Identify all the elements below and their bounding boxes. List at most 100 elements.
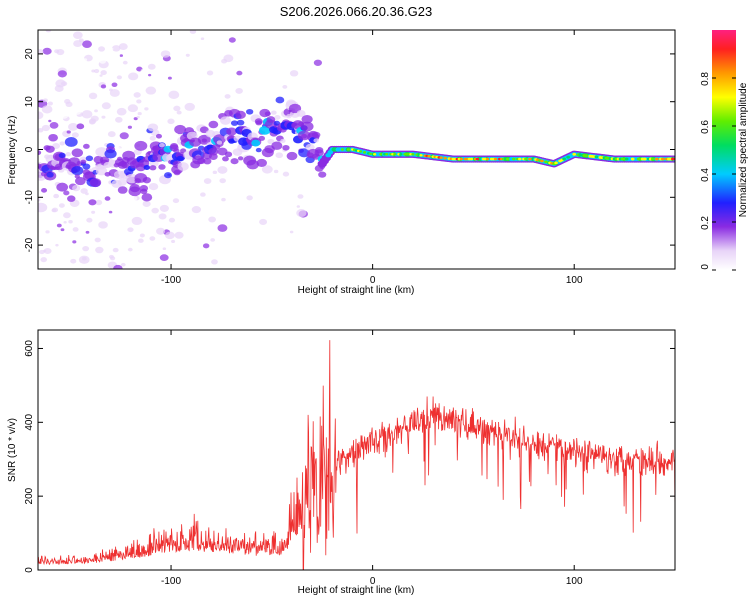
spectrogram-cell	[256, 158, 267, 167]
spectrogram-noise-cell	[122, 60, 128, 65]
spectrogram-xtick-label: 0	[370, 275, 376, 286]
spectrogram-noise-cell	[51, 208, 57, 213]
spectrogram-noise-cell	[85, 230, 90, 234]
spectrogram-xtick-label: -100	[161, 275, 181, 286]
spectrogram-noise-cell	[57, 70, 68, 78]
spectrogram-noise-cell	[166, 98, 175, 105]
spectrogram-noise-cell	[211, 259, 218, 265]
spectrogram-noise-cell	[289, 70, 299, 77]
spectrogram-noise-cell	[41, 124, 51, 132]
spectrogram-cell	[201, 138, 207, 143]
snr-ytick-label: 600	[24, 340, 35, 357]
spectrogram-ridge-core	[511, 157, 516, 161]
spectrogram-noise-cell	[158, 213, 167, 220]
snr-xtick-label: 100	[566, 576, 583, 587]
spectrogram-ytick-label: 10	[24, 96, 35, 108]
snr-xlabel: Height of straight line (km)	[298, 585, 415, 596]
spectrogram-noise-cell	[89, 118, 97, 124]
spectrogram-cell	[226, 127, 237, 136]
spectrogram-noise-cell	[66, 130, 71, 134]
spectrogram-ridge-core	[660, 157, 665, 161]
spectrogram-cell	[53, 193, 60, 199]
spectrogram-noise-cell	[144, 107, 149, 111]
spectrogram-cell	[208, 147, 219, 156]
snr-panel: -100 0 100 0 200 400 600 Height of straight li…	[7, 329, 676, 596]
spectrogram-cell	[216, 140, 223, 145]
spectrogram-noise-cell	[127, 247, 133, 252]
spectrogram-cell	[48, 133, 58, 142]
spectrogram-cell	[170, 142, 179, 150]
spectrogram-ridge-core	[642, 157, 647, 161]
spectrogram-noise-cell	[228, 37, 236, 43]
spectrogram-noise-cell	[236, 70, 243, 76]
spectrogram-noise-cell	[149, 236, 156, 241]
spectrogram-cell	[64, 136, 78, 147]
spectrogram-noise-cell	[127, 104, 138, 113]
spectrogram-ridge-core	[385, 153, 389, 156]
spectrogram-cell	[261, 147, 274, 158]
spectrogram-noise-cell	[167, 118, 175, 125]
spectrogram-noise-cell	[95, 246, 104, 254]
spectrogram-cell	[164, 172, 173, 179]
spectrogram-cell	[230, 120, 239, 126]
spectrogram-noise-cell	[38, 84, 46, 91]
spectrogram-cell	[176, 155, 184, 161]
colorbar-tick-label: 0.4	[700, 168, 711, 182]
spectrogram-ridge-core	[505, 157, 510, 161]
spectrogram-cell	[85, 155, 94, 162]
spectrogram-cell	[251, 139, 261, 147]
spectrogram-noise-cell	[100, 84, 107, 89]
spectrogram-noise-cell	[55, 79, 66, 88]
spectrogram-cell	[38, 202, 48, 213]
spectrogram-cell	[217, 147, 228, 156]
spectrogram-noise-cell	[133, 117, 138, 121]
snr-ylabel: SNR (10 * v/v)	[7, 418, 18, 482]
spectrogram-noise-cell	[60, 228, 65, 232]
spectrogram-ridge-core	[459, 157, 464, 161]
spectrogram-cell	[134, 140, 148, 151]
spectrogram-cell	[264, 111, 271, 117]
spectrogram-noise-cell	[221, 58, 228, 64]
colorbar-tick-label: 0.6	[700, 120, 711, 134]
spectrogram-cell	[237, 156, 244, 161]
spectrogram-cell	[217, 166, 228, 174]
spectrogram-cell	[111, 179, 122, 188]
spectrogram-noise-cell	[172, 198, 180, 204]
spectrogram-noise-cell	[203, 178, 212, 184]
spectrogram-cell	[38, 150, 42, 156]
spectrogram-noise-cell	[63, 212, 71, 219]
spectrogram-cell	[282, 144, 290, 151]
spectrogram-cell	[82, 163, 91, 170]
spectrogram-noise-cell	[98, 46, 105, 52]
spectrogram-cell	[80, 159, 87, 165]
spectrogram-cell	[258, 135, 266, 141]
spectrogram-heatmap	[38, 30, 675, 269]
spectrogram-noise-cell	[137, 111, 142, 116]
spectrogram-noise-cell	[289, 230, 294, 234]
spectrogram-ridge-core	[475, 157, 480, 161]
spectrogram-noise-cell	[86, 217, 93, 223]
spectrogram-noise-cell	[168, 217, 176, 223]
spectrogram-ridge-core	[399, 153, 403, 156]
spectrogram-cell	[159, 142, 165, 148]
spectrogram-noise-cell	[116, 107, 127, 116]
spectrogram-cell	[155, 133, 162, 139]
spectrogram-cell	[59, 141, 65, 146]
spectrogram-noise-cell	[273, 169, 279, 174]
spectrogram-noise-cell	[133, 92, 141, 98]
spectrogram-ytick-label: -20	[24, 237, 35, 252]
spectrogram-noise-cell	[202, 243, 210, 249]
spectrogram-noise-cell	[127, 227, 134, 233]
spectrogram-cell	[71, 165, 84, 176]
spectrogram-noise-cell	[82, 40, 92, 48]
spectrogram-cell	[149, 165, 157, 171]
spectrogram-ridge-core	[524, 157, 528, 161]
spectrogram-noise-cell	[275, 152, 284, 159]
spectrogram-noise-cell	[213, 51, 224, 60]
spectrogram-noise-cell	[151, 207, 159, 214]
spectrogram-ridge-core	[554, 161, 558, 165]
spectrogram-noise-cell	[165, 231, 175, 240]
spectrogram-ridge-core	[373, 153, 377, 156]
spectrogram-cell	[230, 158, 239, 165]
spectrogram-noise-cell	[200, 192, 206, 197]
